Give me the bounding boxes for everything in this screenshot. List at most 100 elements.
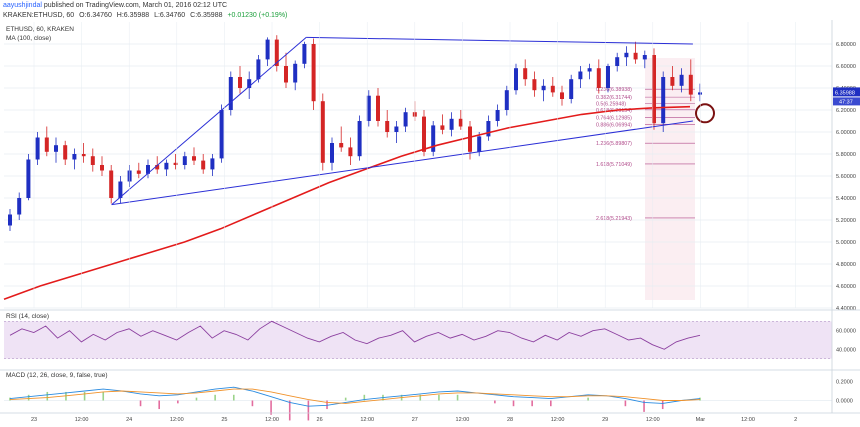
candle-body xyxy=(560,92,564,99)
circle-annotation xyxy=(695,103,715,124)
candle-body xyxy=(100,165,104,171)
candle-body xyxy=(366,95,371,121)
candle-body xyxy=(661,77,666,124)
candle-body xyxy=(164,162,169,170)
price-tick-label: 5.20000 xyxy=(836,218,856,224)
candle-body xyxy=(541,85,546,91)
high-value: H:6.35988 xyxy=(116,12,150,19)
author-link[interactable]: aayushjindal xyxy=(3,2,42,9)
candle-body xyxy=(385,121,390,132)
candle-body xyxy=(26,159,31,198)
low-value: L:6.34760 xyxy=(154,12,186,19)
x-tick-label: 12:00 xyxy=(360,417,374,423)
macd-legend: MACD (12, 26, close, 9, false, true) xyxy=(6,372,108,379)
fib-level-label: 1.618(5.71049) xyxy=(596,162,632,168)
candle-body xyxy=(514,68,518,91)
candle-body xyxy=(81,154,86,157)
macd-pane: 0.2000 0.0000 xyxy=(0,369,860,421)
candle-body xyxy=(192,156,196,161)
price-tick-label: 4.60000 xyxy=(836,284,856,290)
candle-body xyxy=(504,90,509,110)
candle-body xyxy=(17,198,22,215)
candle-body xyxy=(698,92,702,95)
candle-body xyxy=(449,118,454,130)
price-pane: 6.800006.600006.400006.200006.000005.800… xyxy=(3,22,860,312)
candle-body xyxy=(127,170,132,182)
candle-body xyxy=(330,143,334,163)
candle-body xyxy=(376,95,380,121)
candle-body xyxy=(8,214,12,226)
candle-body xyxy=(35,137,40,160)
candle-body xyxy=(118,181,123,198)
candle-body xyxy=(54,145,58,152)
x-tick-label: 12:00 xyxy=(75,417,89,423)
x-tick-label: Mar xyxy=(696,417,706,423)
publish-line: aayushjindal published on TradingView.co… xyxy=(3,2,227,9)
candle-body xyxy=(477,136,482,152)
candle-body xyxy=(173,162,178,165)
candle-body xyxy=(256,59,261,80)
x-tick-label: 29 xyxy=(602,417,608,423)
candle-body xyxy=(136,170,141,174)
candle-body xyxy=(228,77,233,110)
x-tick-label: 24 xyxy=(126,417,132,423)
candle-body xyxy=(403,112,408,127)
candle-body xyxy=(265,39,270,60)
x-tick-label: 26 xyxy=(317,417,323,423)
candle-body xyxy=(293,63,298,83)
candle-body xyxy=(606,66,610,88)
price-tick-label: 4.80000 xyxy=(836,262,856,268)
fib-level-label: 1.236(5.89807) xyxy=(596,141,632,147)
x-tick-label: 12:00 xyxy=(551,417,565,423)
last-price-label: 6.35988 xyxy=(835,90,855,96)
fib-level-label: 0.886(6.06994) xyxy=(596,122,632,128)
fib-level-label: 0.764(6.12985) xyxy=(596,116,632,122)
candle-body xyxy=(201,160,206,170)
candle-body xyxy=(339,143,344,148)
x-tick-label: 23 xyxy=(31,417,37,423)
candle-body xyxy=(578,71,583,80)
price-legend: ETHUSD, 60, KRAKEN xyxy=(6,26,74,33)
candle-body xyxy=(523,68,528,80)
candle-body xyxy=(238,77,242,88)
candle-body xyxy=(182,156,187,165)
candle-body xyxy=(44,137,49,152)
x-tick-label: 12:00 xyxy=(646,417,660,423)
candle-body xyxy=(596,68,601,88)
last-price-badge xyxy=(833,87,860,97)
trendline xyxy=(306,36,693,45)
candle-body xyxy=(109,170,114,198)
candle-body xyxy=(495,110,500,121)
x-tick-label: 2 xyxy=(794,417,797,423)
candle-body xyxy=(587,68,592,72)
candle-body xyxy=(468,126,472,152)
price-tick-label: 5.60000 xyxy=(836,174,856,180)
candle-body xyxy=(63,145,68,160)
price-tick-label: 6.20000 xyxy=(836,108,856,114)
ma-legend: MA (100, close) xyxy=(6,35,51,42)
trendline xyxy=(111,120,693,206)
price-tick-label: 5.40000 xyxy=(836,196,856,202)
price-tick-label: 4.40000 xyxy=(836,306,856,312)
candle-body xyxy=(431,125,436,152)
candle-body xyxy=(486,121,491,137)
publish-text: published on TradingView.com, March 01, … xyxy=(43,2,228,9)
candle-body xyxy=(688,74,693,95)
macd-tick-label: 0.2000 xyxy=(836,380,853,386)
candle-body xyxy=(458,118,463,127)
rsi-tick-label: 60.0000 xyxy=(836,329,856,335)
x-tick-label: 12:00 xyxy=(170,417,184,423)
candle-body xyxy=(274,39,279,66)
candle-body xyxy=(302,44,307,64)
macd-line xyxy=(9,386,701,407)
open-value: O:6.34760 xyxy=(79,12,112,19)
time-badge xyxy=(833,97,860,106)
candle-body xyxy=(155,165,160,170)
symbol-label: KRAKEN:ETHUSD, 60 xyxy=(3,12,75,19)
close-value: C:6.35988 xyxy=(190,12,223,19)
ma-line xyxy=(3,105,691,300)
time-badge-label: 47:37 xyxy=(839,99,853,105)
fib-level-label: 2.618(5.21943) xyxy=(596,216,632,222)
rsi-pane: 60.0000 40.0000 xyxy=(0,309,860,359)
